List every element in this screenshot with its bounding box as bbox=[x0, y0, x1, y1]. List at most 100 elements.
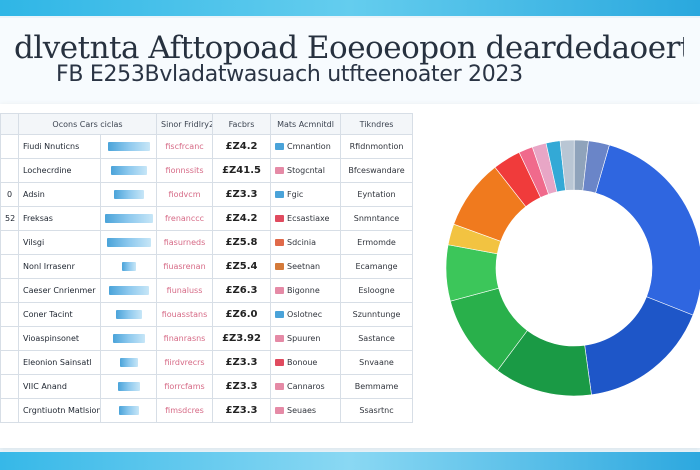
row-index-cell: 0 bbox=[0, 182, 19, 207]
code-cell: fiodvcm bbox=[156, 182, 214, 207]
donut-hole bbox=[496, 190, 652, 346]
table-row: Coner Tacint fiouasstans £Z6.0 Oslotnec Szun… bbox=[0, 302, 414, 327]
thumbnail-icon bbox=[110, 166, 147, 175]
category-marker-icon bbox=[275, 287, 285, 294]
thumbnail-cell bbox=[99, 326, 158, 351]
category-label: Spuuren bbox=[287, 334, 321, 343]
column-header: Tikndres bbox=[340, 113, 414, 135]
row-index-cell bbox=[0, 326, 19, 351]
category-label: Oslotnec bbox=[287, 310, 323, 319]
code-cell: fiorrcfams bbox=[156, 374, 214, 399]
page-subtitle: FB E253Bvladatwasuach utfteenoater 2023 bbox=[56, 62, 523, 87]
category-label: Seuaes bbox=[287, 406, 317, 415]
category-cell: Stogcntal bbox=[270, 158, 342, 183]
tag-cell: Ecamange bbox=[340, 254, 414, 279]
category-marker-icon bbox=[275, 311, 285, 318]
code-cell: fiscfrcanc bbox=[156, 134, 214, 159]
code-cell: fiuasrenan bbox=[156, 254, 214, 279]
table-row: Crgntiuotn Matlsions fimsdcres £Z3.3 Seuaes… bbox=[0, 398, 414, 423]
tag-cell: Snvaane bbox=[340, 350, 414, 375]
donut-chart bbox=[445, 139, 700, 397]
thumbnail-icon bbox=[107, 142, 150, 151]
category-cell: Sdcinia bbox=[270, 230, 342, 255]
name-cell: Nonl Irrasenr bbox=[18, 254, 101, 279]
category-marker-icon bbox=[275, 383, 285, 390]
table-row: Fiudi Nnuticns fiscfrcanc £Z4.2 Cmnantion Rf… bbox=[0, 134, 414, 159]
column-header: Mats Acmnitdl bbox=[270, 113, 342, 135]
code-cell: fiirdvrecrs bbox=[156, 350, 214, 375]
name-cell: Eleonion Sainsatl bbox=[18, 350, 101, 375]
thumbnail-icon bbox=[108, 286, 149, 295]
name-cell: Fiudi Nnuticns bbox=[18, 134, 101, 159]
table-row: 52 Freksas frenanccc £Z4.2 Ecsastiaxe Snmntan… bbox=[0, 206, 414, 231]
thumbnail-cell bbox=[99, 134, 158, 159]
category-cell: Bigonne bbox=[270, 278, 342, 303]
thumbnail-icon bbox=[117, 382, 140, 391]
row-index-cell bbox=[0, 398, 19, 423]
category-marker-icon bbox=[275, 191, 285, 198]
category-cell: Cannaros bbox=[270, 374, 342, 399]
amount-cell: £Z3.3 bbox=[212, 350, 272, 375]
table-header-row: Ocons Cars ciclas Sinor Fridlry2023 Facb… bbox=[0, 113, 414, 135]
category-cell: Seuaes bbox=[270, 398, 342, 423]
amount-cell: £Z3.3 bbox=[212, 374, 272, 399]
row-index-cell bbox=[0, 158, 19, 183]
table-row: 0 Adsin fiodvcm £Z3.3 Fgic Eyntation bbox=[0, 182, 414, 207]
tag-cell: Ssasrtnc bbox=[340, 398, 414, 423]
amount-cell: £Z6.0 bbox=[212, 302, 272, 327]
category-label: Ecsastiaxe bbox=[287, 214, 330, 223]
amount-cell: £Z4.2 bbox=[212, 206, 272, 231]
code-cell: fiunaluss bbox=[156, 278, 214, 303]
amount-cell: £Z3.3 bbox=[212, 398, 272, 423]
category-cell: Oslotnec bbox=[270, 302, 342, 327]
category-marker-icon bbox=[275, 167, 285, 174]
category-cell: Fgic bbox=[270, 182, 342, 207]
bottom-accent-band bbox=[0, 452, 700, 470]
tag-cell: Snmntance bbox=[340, 206, 414, 231]
category-label: Fgic bbox=[287, 190, 304, 199]
code-cell: frenanccc bbox=[156, 206, 214, 231]
category-marker-icon bbox=[275, 239, 285, 246]
amount-cell: £Z4.2 bbox=[212, 134, 272, 159]
page-title: dlvetnta Afttopoad Eoeoeopon deardedaoer… bbox=[14, 30, 684, 66]
thumbnail-icon bbox=[118, 406, 139, 415]
thumbnail-cell bbox=[99, 278, 158, 303]
row-index-cell bbox=[0, 230, 19, 255]
table-row: VIIC Anand fiorrcfams £Z3.3 Cannaros Bemmame bbox=[0, 374, 414, 399]
table-row: Nonl Irrasenr fiuasrenan £Z5.4 Seetnan Ecama… bbox=[0, 254, 414, 279]
name-cell: Coner Tacint bbox=[18, 302, 101, 327]
category-cell: Spuuren bbox=[270, 326, 342, 351]
amount-cell: £Z3.3 bbox=[212, 182, 272, 207]
name-cell: Caeser Cnrienmer bbox=[18, 278, 101, 303]
name-cell: Adsin bbox=[18, 182, 101, 207]
row-index-cell bbox=[0, 278, 19, 303]
name-cell: VIIC Anand bbox=[18, 374, 101, 399]
tag-cell: Ermomde bbox=[340, 230, 414, 255]
thumbnail-cell bbox=[99, 374, 158, 399]
data-table-container: Ocons Cars ciclas Sinor Fridlry2023 Facb… bbox=[0, 113, 414, 423]
header-area bbox=[0, 18, 700, 104]
thumbnail-icon bbox=[115, 310, 142, 319]
table-row: Vilsgi fiasurneds £Z5.8 Sdcinia Ermomde bbox=[0, 230, 414, 255]
table-row: Lochecrdine fionnssits £Z41.5 Stogcntal Bfce… bbox=[0, 158, 414, 183]
category-label: Stogcntal bbox=[287, 166, 325, 175]
name-cell: Freksas bbox=[18, 206, 101, 231]
category-label: Seetnan bbox=[287, 262, 321, 271]
tag-cell: Bfceswandare bbox=[340, 158, 414, 183]
row-index-cell: 52 bbox=[0, 206, 19, 231]
thumbnail-icon bbox=[112, 334, 145, 343]
code-cell: finanrasns bbox=[156, 326, 214, 351]
category-marker-icon bbox=[275, 407, 285, 414]
row-index-cell bbox=[0, 302, 19, 327]
thumbnail-cell bbox=[99, 182, 158, 207]
category-label: Cannaros bbox=[287, 382, 325, 391]
tag-cell: Sastance bbox=[340, 326, 414, 351]
category-cell: Seetnan bbox=[270, 254, 342, 279]
amount-cell: £Z41.5 bbox=[212, 158, 272, 183]
name-cell: Vilsgi bbox=[18, 230, 101, 255]
row-index-cell bbox=[0, 350, 19, 375]
tag-cell: Bemmame bbox=[340, 374, 414, 399]
category-cell: Bonoue bbox=[270, 350, 342, 375]
category-marker-icon bbox=[275, 263, 285, 270]
amount-cell: £Z6.3 bbox=[212, 278, 272, 303]
